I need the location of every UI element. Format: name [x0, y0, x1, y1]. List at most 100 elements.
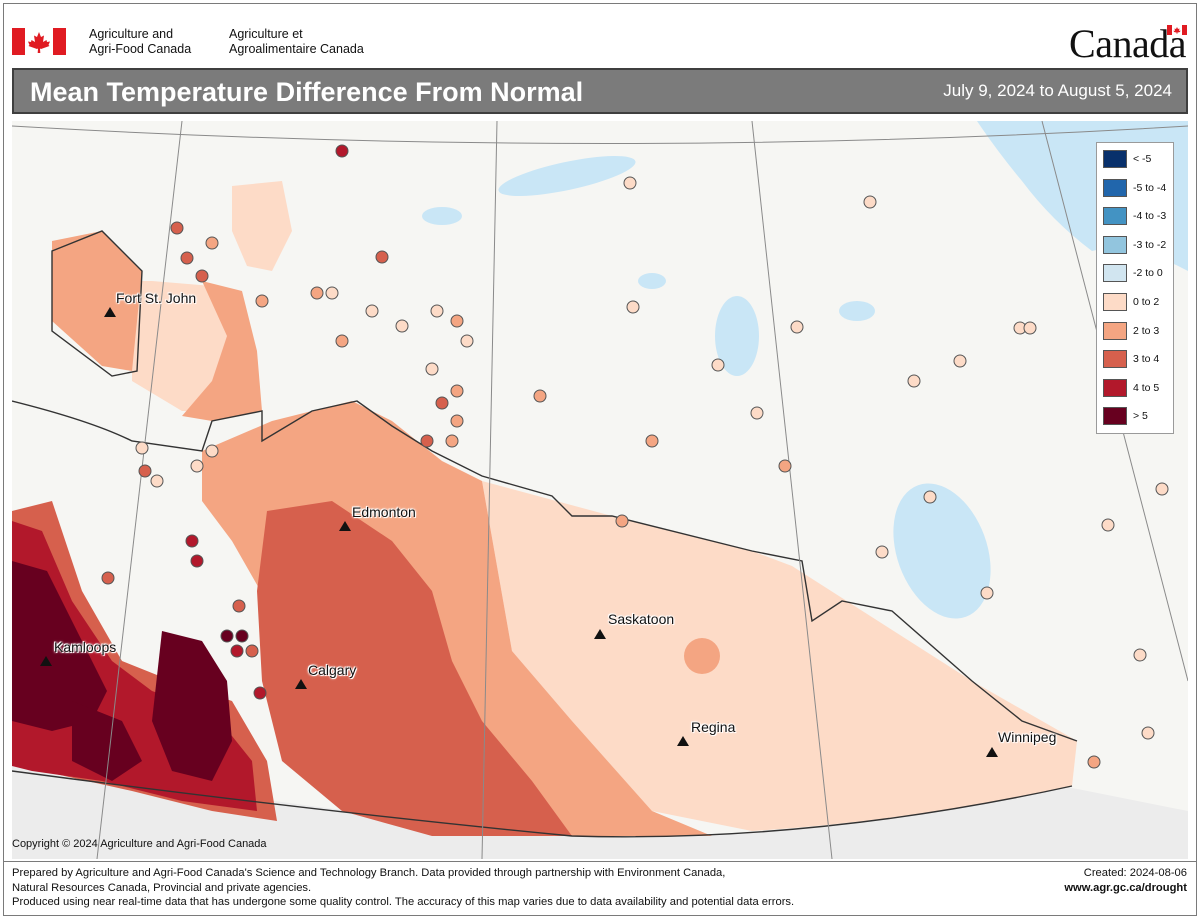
- station-dot: [1023, 321, 1037, 335]
- station-dot: [395, 319, 409, 333]
- legend-item: 4 to 5: [1103, 378, 1173, 398]
- station-dot: [190, 554, 204, 568]
- station-dot: [180, 251, 194, 265]
- lake-small: [839, 301, 875, 321]
- legend-item: 3 to 4: [1103, 349, 1173, 369]
- legend-label: -2 to 0: [1133, 267, 1163, 280]
- department-line: Agriculture and: [89, 27, 174, 41]
- legend-label: -3 to -2: [1133, 238, 1167, 251]
- reindeer-lake: [715, 296, 759, 376]
- map-canvas: [12, 121, 1188, 859]
- city-marker-icon: [677, 736, 689, 746]
- station-dot: [205, 444, 219, 458]
- page-frame: [3, 3, 1197, 916]
- station-dot: [253, 686, 267, 700]
- wordmark-flag-icon: [1167, 25, 1187, 35]
- station-dot: [923, 490, 937, 504]
- station-dot: [185, 534, 199, 548]
- city-label-calgary: Calgary: [308, 662, 357, 678]
- station-dot: [420, 434, 434, 448]
- stations: [101, 144, 1169, 769]
- city-markers: [40, 307, 998, 757]
- lake-athabasca: [498, 156, 636, 196]
- station-dot: [907, 374, 921, 388]
- zone-0-to-2: [482, 481, 1077, 831]
- footer-meta: Created: 2024-08-06 www.agr.gc.ca/drough…: [1064, 866, 1187, 895]
- grid-line: [96, 121, 183, 859]
- city-label-edmonton: Edmonton: [352, 504, 416, 520]
- lake-small: [638, 273, 666, 289]
- department-line: Agroalimentaire Canada: [229, 42, 364, 56]
- station-dot: [1141, 726, 1155, 740]
- station-dot: [205, 236, 219, 250]
- header: Agriculture and Agri-Food Canada Agricul…: [0, 0, 1200, 66]
- footer-notes: Prepared by Agriculture and Agri-Food Ca…: [12, 866, 1012, 910]
- city-marker-icon: [986, 747, 998, 757]
- zone-2-to-3: [684, 638, 720, 674]
- legend: < -5 -5 to -4 -4 to -3 -3 to -2 -2 to 0 0 to …: [1096, 142, 1174, 434]
- grid-line: [12, 125, 1188, 144]
- station-dot: [980, 586, 994, 600]
- station-dot: [450, 314, 464, 328]
- map-title: Mean Temperature Difference From Normal: [30, 77, 584, 107]
- canada-wordmark: Canada: [1069, 21, 1186, 66]
- city-marker-icon: [104, 307, 116, 317]
- legend-item: < -5: [1103, 149, 1173, 169]
- boundary-line: [12, 400, 1078, 742]
- station-dot: [325, 286, 339, 300]
- source-url[interactable]: www.agr.gc.ca/drought: [1064, 881, 1187, 894]
- footer-divider: [3, 861, 1197, 862]
- legend-item: -3 to -2: [1103, 235, 1173, 255]
- station-dot: [645, 434, 659, 448]
- legend-swatch: [1103, 407, 1127, 426]
- legend-swatch: [1103, 321, 1127, 340]
- station-dot: [1133, 648, 1147, 662]
- legend-swatch: [1103, 350, 1127, 369]
- legend-swatch: [1103, 207, 1127, 226]
- station-dot: [195, 269, 209, 283]
- footer-line: Natural Resources Canada, Provincial and…: [12, 881, 312, 894]
- station-dot: [425, 362, 439, 376]
- created-date: Created: 2024-08-06: [1083, 867, 1187, 879]
- station-dot: [626, 300, 640, 314]
- station-dot: [135, 441, 149, 455]
- lakes: [422, 156, 991, 745]
- station-dot: [450, 384, 464, 398]
- legend-label: > 5: [1133, 410, 1148, 423]
- department-line: Agriculture et: [229, 27, 303, 41]
- station-dot: [245, 644, 259, 658]
- legend-swatch: [1103, 264, 1127, 283]
- legend-item: > 5: [1103, 406, 1173, 426]
- station-dot: [365, 304, 379, 318]
- zone-3-to-4: [257, 501, 572, 836]
- temperature-map: Fort St. John Edmonton Kamloops Calgary …: [12, 121, 1188, 859]
- legend-label: -5 to -4: [1133, 181, 1167, 194]
- department-name-fr: Agriculture et Agroalimentaire Canada: [229, 27, 364, 57]
- city-marker-icon: [339, 521, 351, 531]
- legend-swatch: [1103, 293, 1127, 311]
- legend-swatch: [1103, 178, 1127, 197]
- provincial-boundaries: [12, 230, 1078, 838]
- station-dot: [1087, 755, 1101, 769]
- station-dot: [750, 406, 764, 420]
- city-marker-icon: [594, 629, 606, 639]
- station-dot: [875, 545, 889, 559]
- station-dot: [460, 334, 474, 348]
- legend-label: 3 to 4: [1133, 353, 1160, 366]
- station-dot: [310, 286, 324, 300]
- legend-item: -2 to 0: [1103, 263, 1173, 283]
- station-dot: [615, 514, 629, 528]
- footer-line: Prepared by Agriculture and Agri-Food Ca…: [12, 867, 726, 879]
- city-marker-icon: [295, 679, 307, 689]
- station-dot: [778, 459, 792, 473]
- station-dot: [230, 644, 244, 658]
- station-dot: [953, 354, 967, 368]
- station-dot: [1101, 518, 1115, 532]
- station-dot: [445, 434, 459, 448]
- us-border: [12, 770, 1073, 838]
- zone-2-to-3: [52, 231, 142, 371]
- legend-label: < -5: [1133, 153, 1152, 165]
- station-dot: [138, 464, 152, 478]
- station-dot: [1155, 482, 1169, 496]
- station-dot: [150, 474, 164, 488]
